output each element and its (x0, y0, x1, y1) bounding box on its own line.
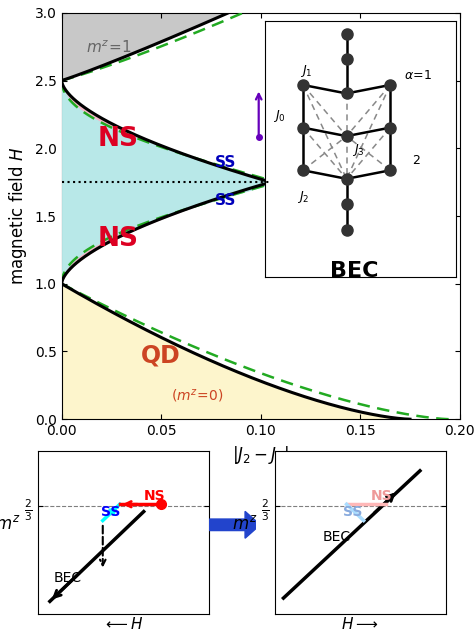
Text: QD: QD (141, 343, 181, 367)
Y-axis label: $m^z$: $m^z$ (232, 515, 257, 532)
Text: BEC: BEC (53, 571, 82, 585)
Text: NS: NS (98, 226, 138, 252)
Text: NS: NS (144, 489, 165, 503)
Y-axis label: $m^z$: $m^z$ (0, 515, 20, 532)
Text: $(m^z\!=\!0)$: $(m^z\!=\!0)$ (171, 387, 224, 404)
Text: SS: SS (215, 193, 236, 208)
X-axis label: $|J_2 - J_3|$: $|J_2 - J_3|$ (232, 444, 289, 466)
Text: SS: SS (101, 506, 120, 520)
X-axis label: $H \longrightarrow$: $H \longrightarrow$ (341, 616, 379, 632)
Text: BEC: BEC (330, 261, 379, 281)
FancyArrow shape (210, 511, 260, 538)
Y-axis label: magnetic field $H$: magnetic field $H$ (7, 147, 29, 285)
Text: SS: SS (343, 506, 363, 520)
Text: BEC: BEC (323, 530, 351, 544)
Text: NS: NS (371, 489, 392, 503)
Text: $m^z\!=\!1$: $m^z\!=\!1$ (85, 40, 131, 56)
X-axis label: $\longleftarrow H$: $\longleftarrow H$ (103, 616, 144, 632)
Text: SS: SS (215, 156, 236, 170)
Text: NS: NS (98, 125, 138, 152)
